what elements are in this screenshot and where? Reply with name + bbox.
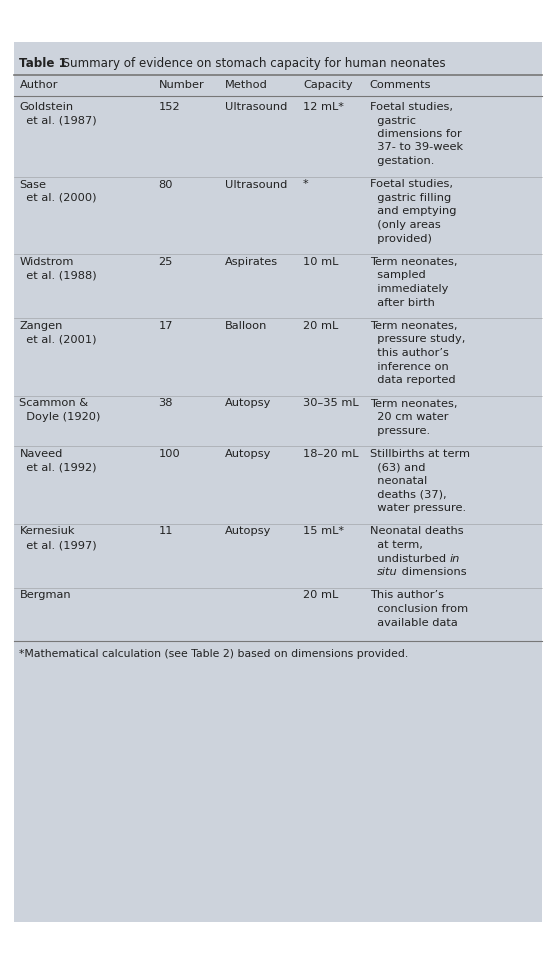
Text: Aspirates: Aspirates: [225, 257, 279, 267]
Text: gestation.: gestation.: [370, 156, 434, 166]
Text: 100: 100: [158, 449, 180, 459]
Text: Neonatal deaths: Neonatal deaths: [370, 526, 463, 537]
Text: Term neonates,: Term neonates,: [370, 321, 457, 331]
Text: et al. (1988): et al. (1988): [19, 271, 97, 280]
Text: dimensions for: dimensions for: [370, 129, 461, 139]
Text: This author’s: This author’s: [370, 590, 444, 601]
Text: and emptying: and emptying: [370, 206, 456, 217]
Text: *Mathematical calculation (see Table 2) based on dimensions provided.: *Mathematical calculation (see Table 2) …: [19, 649, 409, 659]
Text: 15 mL*: 15 mL*: [303, 526, 344, 537]
Text: pressure.: pressure.: [370, 425, 430, 436]
Text: sampled: sampled: [370, 271, 425, 280]
Text: Foetal studies,: Foetal studies,: [370, 102, 453, 112]
Text: Scammon &: Scammon &: [19, 398, 88, 409]
Text: immediately: immediately: [370, 284, 448, 294]
Text: 37- to 39-week: 37- to 39-week: [370, 142, 463, 153]
Text: in: in: [449, 554, 460, 564]
Text: 80: 80: [158, 180, 173, 189]
Text: Naveed: Naveed: [19, 449, 63, 459]
Text: 20 cm water: 20 cm water: [370, 412, 448, 422]
Text: Kernesiuk: Kernesiuk: [19, 526, 75, 537]
Text: 17: 17: [158, 321, 173, 331]
Text: Author: Author: [19, 80, 58, 90]
Text: Autopsy: Autopsy: [225, 449, 271, 459]
Text: et al. (1987): et al. (1987): [19, 115, 97, 126]
Text: provided): provided): [370, 233, 431, 244]
Text: gastric filling: gastric filling: [370, 193, 451, 203]
Text: Widstrom: Widstrom: [19, 257, 74, 267]
Text: 20 mL: 20 mL: [303, 321, 338, 331]
Text: Comments: Comments: [370, 80, 431, 90]
Text: Zangen: Zangen: [19, 321, 63, 331]
Text: Term neonates,: Term neonates,: [370, 398, 457, 409]
Text: et al. (1997): et al. (1997): [19, 540, 97, 550]
Text: Foetal studies,: Foetal studies,: [370, 180, 453, 189]
Text: this author’s: this author’s: [370, 348, 449, 358]
Text: Number: Number: [158, 80, 204, 90]
Text: Ultrasound: Ultrasound: [225, 102, 287, 112]
Text: data reported: data reported: [370, 375, 455, 385]
Text: after birth: after birth: [370, 298, 435, 307]
Text: 38: 38: [158, 398, 173, 409]
Text: at term,: at term,: [370, 540, 423, 550]
Text: water pressure.: water pressure.: [370, 503, 466, 513]
Text: et al. (2000): et al. (2000): [19, 193, 97, 203]
Text: Capacity: Capacity: [303, 80, 353, 90]
Text: neonatal: neonatal: [370, 476, 427, 486]
Text: Sase: Sase: [19, 180, 47, 189]
Text: pressure study,: pressure study,: [370, 334, 465, 345]
Text: 20 mL: 20 mL: [303, 590, 338, 601]
Text: conclusion from: conclusion from: [370, 604, 468, 614]
Text: Term neonates,: Term neonates,: [370, 257, 457, 267]
Text: available data: available data: [370, 617, 458, 628]
Text: dimensions: dimensions: [398, 567, 466, 577]
Text: et al. (2001): et al. (2001): [19, 334, 97, 345]
Text: deaths (37),: deaths (37),: [370, 490, 446, 499]
Text: Ultrasound: Ultrasound: [225, 180, 287, 189]
FancyBboxPatch shape: [14, 42, 542, 922]
Text: *: *: [303, 180, 309, 189]
Text: 25: 25: [158, 257, 173, 267]
Text: Goldstein: Goldstein: [19, 102, 73, 112]
Text: Method: Method: [225, 80, 268, 90]
Text: Stillbirths at term: Stillbirths at term: [370, 449, 470, 459]
Text: gastric: gastric: [370, 115, 416, 126]
Text: 18–20 mL: 18–20 mL: [303, 449, 359, 459]
Text: 10 mL: 10 mL: [303, 257, 339, 267]
Text: (63) and: (63) and: [370, 463, 425, 472]
Text: 12 mL*: 12 mL*: [303, 102, 344, 112]
Text: Bergman: Bergman: [19, 590, 71, 601]
Text: 152: 152: [158, 102, 180, 112]
Text: 11: 11: [158, 526, 173, 537]
Text: Autopsy: Autopsy: [225, 398, 271, 409]
Text: inference on: inference on: [370, 362, 449, 372]
Text: Table 1: Table 1: [19, 57, 67, 70]
Text: 30–35 mL: 30–35 mL: [303, 398, 359, 409]
Text: undisturbed: undisturbed: [370, 554, 449, 564]
Text: et al. (1992): et al. (1992): [19, 463, 97, 472]
Text: Balloon: Balloon: [225, 321, 267, 331]
Text: Doyle (1920): Doyle (1920): [19, 412, 101, 422]
Text: Autopsy: Autopsy: [225, 526, 271, 537]
Text: (only areas: (only areas: [370, 220, 440, 230]
Text: Summary of evidence on stomach capacity for human neonates: Summary of evidence on stomach capacity …: [56, 57, 446, 70]
Text: situ: situ: [377, 567, 398, 577]
